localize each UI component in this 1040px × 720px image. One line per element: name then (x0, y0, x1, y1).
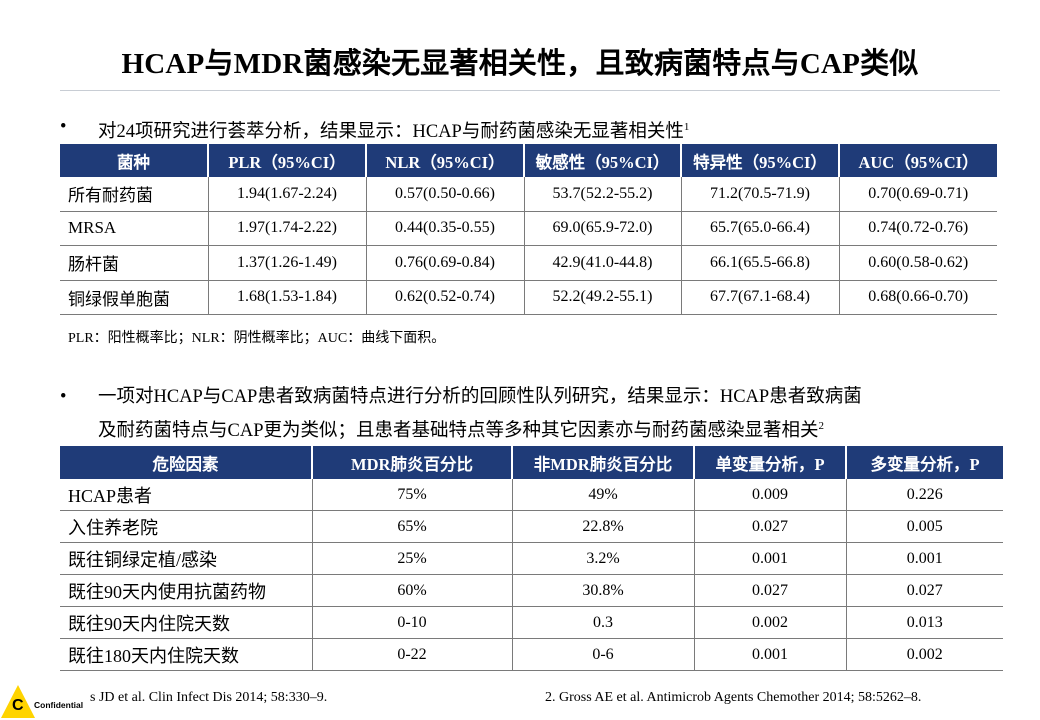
bullet-dot: • (60, 117, 67, 137)
table-cell: 0.44(0.35-0.55) (366, 211, 525, 246)
column-header: 菌种 (60, 144, 208, 177)
column-header: 危险因素 (60, 446, 312, 479)
table-cell: 49% (512, 479, 695, 511)
table-cell: 0.76(0.69-0.84) (366, 245, 525, 281)
column-header: 特异性（95%CI） (680, 144, 839, 177)
table-cell: 0.57(0.50-0.66) (366, 177, 525, 212)
table-cell: 22.8% (512, 510, 695, 543)
column-header: NLR（95%CI） (365, 144, 524, 177)
table-row: MRSA 1.97(1.74-2.22) 0.44(0.35-0.55) 69.… (60, 211, 997, 246)
confidential-label: Confidential (34, 700, 84, 710)
table-cell: 0.027 (694, 510, 847, 543)
table-cell: 60% (312, 574, 513, 607)
table-row: HCAP患者 75% 49% 0.009 0.226 (60, 479, 1003, 511)
table-row: 既往90天内住院天数 0-10 0.3 0.002 0.013 (60, 606, 1003, 639)
slide-title: HCAP与MDR菌感染无显著相关性，且致病菌特点与CAP类似 (121, 48, 919, 80)
table-row: 肠杆菌 1.37(1.26-1.49) 0.76(0.69-0.84) 42.9… (60, 245, 997, 281)
citation-marker: 1 (683, 121, 690, 133)
table-cell: 0.60(0.58-0.62) (839, 245, 997, 281)
table-cell: 30.8% (512, 574, 695, 607)
table-cell: 0.001 (694, 542, 847, 575)
table-cell: 0-22 (312, 638, 513, 671)
table-cell: 0.002 (694, 606, 847, 639)
table-cell: 25% (312, 542, 513, 575)
table-cell: 肠杆菌 (60, 245, 209, 281)
table-cell: 75% (312, 479, 513, 511)
table-cell: 1.97(1.74-2.22) (208, 211, 367, 246)
column-header: 单变量分析，P (693, 446, 846, 479)
column-header: PLR（95%CI） (207, 144, 366, 177)
bullet-cohort-study: • 一项对HCAP与CAP患者致病菌特点进行分析的回顾性队列研究，结果显示：HC… (60, 383, 1000, 441)
table-cell: 0-10 (312, 606, 513, 639)
table-cell: 42.9(41.0-44.8) (524, 245, 682, 281)
bullet-text-line2: 及耐药菌特点与CAP更为类似；且患者基础特点等多种其它因素亦与耐药菌感染显著相关… (98, 420, 825, 441)
bullet-dot: • (60, 387, 67, 407)
table-cell: 0.001 (846, 542, 1003, 575)
table-cell: 69.0(65.9-72.0) (524, 211, 682, 246)
meta-analysis-table: 菌种 PLR（95%CI） NLR（95%CI） 敏感性（95%CI） 特异性（… (60, 144, 997, 315)
table-footnote: PLR：阳性概率比；NLR：阴性概率比；AUC：曲线下面积。 (68, 331, 446, 346)
logo-letter: C (12, 697, 24, 714)
table-row: 既往90天内使用抗菌药物 60% 30.8% 0.027 0.027 (60, 574, 1003, 607)
table-cell: 0.005 (846, 510, 1003, 543)
table-cell: 0-6 (512, 638, 695, 671)
table-cell: 1.94(1.67-2.24) (208, 177, 367, 212)
table-cell: 0.002 (846, 638, 1003, 671)
bullet-text: 对24项研究进行荟萃分析，结果显示：HCAP与耐药菌感染无显著相关性1 (98, 121, 690, 142)
warning-triangle-icon (1, 685, 35, 718)
table-cell: 入住养老院 (60, 510, 313, 543)
column-header: MDR肺炎百分比 (311, 446, 512, 479)
table-cell: 3.2% (512, 542, 695, 575)
table-cell: 既往180天内住院天数 (60, 638, 313, 671)
table-row: 既往180天内住院天数 0-22 0-6 0.001 0.002 (60, 638, 1003, 671)
column-header: 敏感性（95%CI） (523, 144, 681, 177)
table-cell: 66.1(65.5-66.8) (681, 245, 840, 281)
citation-marker: 2 (818, 420, 825, 432)
table-row: 入住养老院 65% 22.8% 0.027 0.005 (60, 510, 1003, 543)
table-cell: 0.013 (846, 606, 1003, 639)
table-cell: 铜绿假单胞菌 (60, 280, 209, 315)
table-cell: 0.027 (694, 574, 847, 607)
bullet-text-line1: 一项对HCAP与CAP患者致病菌特点进行分析的回顾性队列研究，结果显示：HCAP… (98, 387, 862, 407)
reference-1: s JD et al. Clin Infect Dis 2014; 58:330… (90, 690, 328, 705)
table-cell: 0.001 (694, 638, 847, 671)
table-cell: 67.7(67.1-68.4) (681, 280, 840, 315)
risk-factor-table: 危险因素 MDR肺炎百分比 非MDR肺炎百分比 单变量分析，P 多变量分析，P … (60, 446, 1003, 671)
table-header-row: 危险因素 MDR肺炎百分比 非MDR肺炎百分比 单变量分析，P 多变量分析，P (60, 446, 1003, 479)
table-cell: 所有耐药菌 (60, 177, 209, 212)
table-cell: 0.009 (694, 479, 847, 511)
table-cell: 0.70(0.69-0.71) (839, 177, 997, 212)
table-cell: 0.226 (846, 479, 1003, 511)
table-cell: 0.027 (846, 574, 1003, 607)
column-header: AUC（95%CI） (838, 144, 997, 177)
table-cell: 65% (312, 510, 513, 543)
table-cell: 71.2(70.5-71.9) (681, 177, 840, 212)
table-header-row: 菌种 PLR（95%CI） NLR（95%CI） 敏感性（95%CI） 特异性（… (60, 144, 997, 177)
table-cell: 既往铜绿定植/感染 (60, 542, 313, 575)
table-cell: 52.2(49.2-55.1) (524, 280, 682, 315)
title-divider (60, 90, 1000, 91)
table-row: 所有耐药菌 1.94(1.67-2.24) 0.57(0.50-0.66) 53… (60, 177, 997, 212)
table-cell: MRSA (60, 211, 209, 246)
reference-2: 2. Gross AE et al. Antimicrob Agents Che… (545, 690, 922, 705)
table-cell: 既往90天内使用抗菌药物 (60, 574, 313, 607)
table-cell: 0.3 (512, 606, 695, 639)
bullet-meta-analysis: • 对24项研究进行荟萃分析，结果显示：HCAP与耐药菌感染无显著相关性1 (60, 113, 1000, 142)
table-cell: 1.68(1.53-1.84) (208, 280, 367, 315)
table-row: 既往铜绿定植/感染 25% 3.2% 0.001 0.001 (60, 542, 1003, 575)
table-cell: HCAP患者 (60, 479, 313, 511)
column-header: 多变量分析，P (845, 446, 1003, 479)
table-cell: 0.74(0.72-0.76) (839, 211, 997, 246)
table-cell: 65.7(65.0-66.4) (681, 211, 840, 246)
table-cell: 0.68(0.66-0.70) (839, 280, 997, 315)
table-cell: 53.7(52.2-55.2) (524, 177, 682, 212)
column-header: 非MDR肺炎百分比 (511, 446, 694, 479)
table-cell: 0.62(0.52-0.74) (366, 280, 525, 315)
confidential-logo: C Confidential (0, 683, 95, 720)
table-row: 铜绿假单胞菌 1.68(1.53-1.84) 0.62(0.52-0.74) 5… (60, 280, 997, 315)
table-cell: 既往90天内住院天数 (60, 606, 313, 639)
table-cell: 1.37(1.26-1.49) (208, 245, 367, 281)
